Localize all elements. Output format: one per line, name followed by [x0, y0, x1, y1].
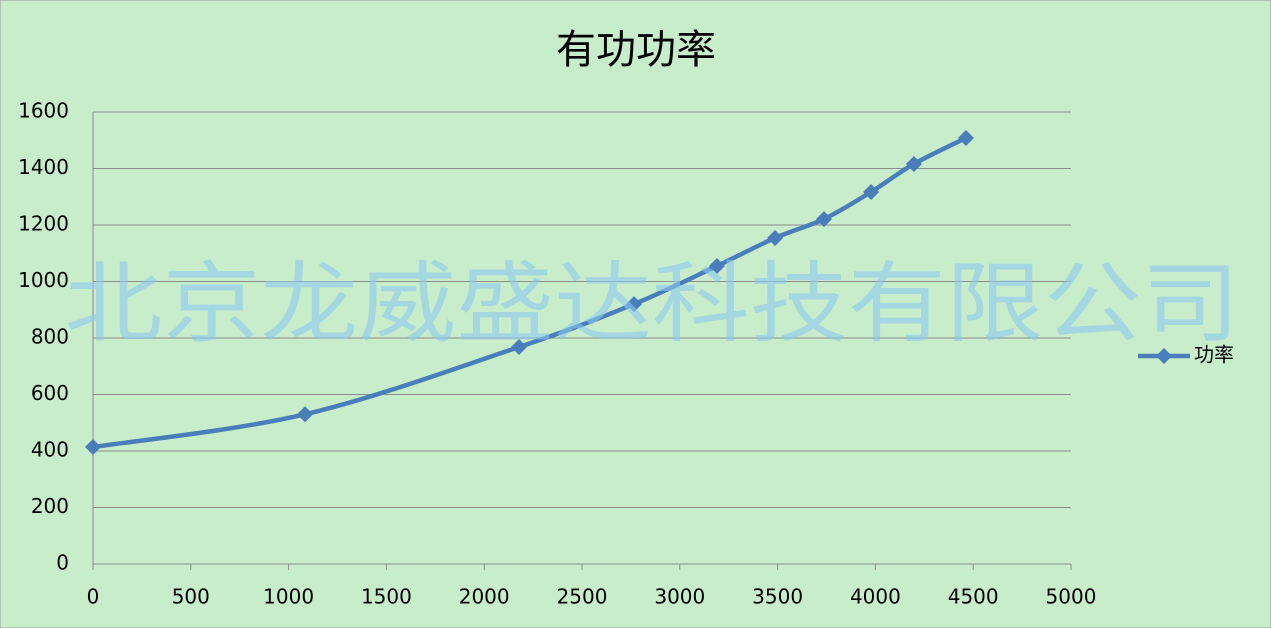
y-tick-label: 1400: [18, 155, 69, 179]
x-tick-label: 4500: [948, 585, 999, 609]
watermark: 北京龙威盛达科技有限公司: [65, 252, 1240, 355]
y-tick-label: 0: [56, 551, 69, 575]
x-tick-label: 1500: [361, 585, 412, 609]
marker: [85, 439, 101, 456]
x-tick-label: 2000: [459, 585, 510, 609]
y-tick-label: 800: [31, 325, 69, 349]
x-tick-label: 3500: [752, 585, 803, 609]
x-tick-label: 5000: [1046, 585, 1097, 609]
x-tick-label: 0: [87, 585, 100, 609]
y-tick-label: 200: [31, 494, 69, 518]
marker: [511, 339, 528, 356]
y-tick-label: 1600: [18, 99, 69, 123]
marker: [957, 129, 974, 146]
x-tick-label: 1000: [263, 585, 314, 609]
y-tick-label: 400: [31, 438, 69, 462]
marker: [905, 155, 922, 172]
y-tick-label: 1000: [18, 268, 69, 292]
marker: [708, 257, 725, 274]
legend-marker: [1156, 348, 1172, 364]
x-tick-label: 500: [172, 585, 210, 609]
marker: [626, 296, 643, 313]
x-tick-label: 4000: [850, 585, 901, 609]
marker: [815, 211, 832, 228]
chart-title: 有功功率: [556, 27, 716, 73]
marker: [297, 406, 314, 423]
x-tick-label: 3000: [654, 585, 705, 609]
legend-label: 功率: [1194, 343, 1234, 367]
y-tick-label: 1200: [18, 212, 69, 236]
marker: [767, 229, 784, 246]
x-tick-label: 2500: [557, 585, 608, 609]
y-tick-label: 600: [31, 381, 69, 405]
marker: [863, 183, 880, 200]
